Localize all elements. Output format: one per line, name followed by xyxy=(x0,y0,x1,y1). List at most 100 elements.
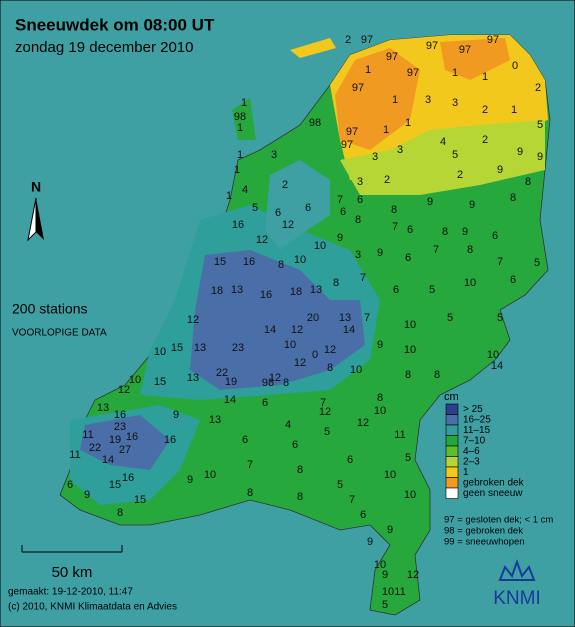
station-value: 9 xyxy=(537,151,543,163)
station-value: 19 xyxy=(109,434,121,446)
station-value: 9 xyxy=(337,232,343,244)
station-value: 11 xyxy=(394,586,405,598)
region-blue-south xyxy=(80,415,170,470)
station-value: 23 xyxy=(114,421,126,433)
station-value: 97 xyxy=(361,34,373,46)
station-value: 6 xyxy=(305,202,311,214)
station-value: 7 xyxy=(349,494,355,506)
station-value: 10 xyxy=(487,349,499,361)
station-value: 5 xyxy=(497,312,503,324)
station-value: 6 xyxy=(492,230,498,242)
station-value: 97 xyxy=(407,67,419,79)
station-value: 6 xyxy=(405,252,411,264)
station-value: 5 xyxy=(447,312,453,324)
station-value: 6 xyxy=(275,207,281,219)
status: VOORLOPIGE DATA xyxy=(12,328,107,339)
made: gemaakt: 19-12-2010, 11:47 xyxy=(8,587,133,598)
station-value: 98 xyxy=(262,377,274,389)
station-value: 8 xyxy=(377,392,383,404)
station-value: 11 xyxy=(394,429,405,441)
station-value: 16 xyxy=(126,431,138,443)
copyright: (c) 2010, KNMI Klimaatdata en Advies xyxy=(8,602,177,613)
station-value: 10 xyxy=(374,559,386,571)
legend-label: gebroken dek xyxy=(463,478,525,489)
station-value: 2 xyxy=(282,179,288,191)
scale-label: 50 km xyxy=(52,564,93,581)
station-value: 1 xyxy=(237,122,243,134)
station-value: 9 xyxy=(469,199,475,211)
station-value: 18 xyxy=(211,285,223,297)
station-value: 12 xyxy=(118,384,130,396)
station-value: 8 xyxy=(467,244,473,256)
station-value: 7 xyxy=(433,244,439,256)
station-value: 20 xyxy=(307,312,319,324)
station-value: 13 xyxy=(310,284,322,296)
station-value: 10 xyxy=(404,489,416,501)
station-value: 12 xyxy=(291,324,303,336)
station-value: 15 xyxy=(109,479,121,491)
station-value: 3 xyxy=(355,249,361,261)
station-value: 9 xyxy=(382,569,388,581)
station-value: 12 xyxy=(282,219,294,231)
station-value: 5 xyxy=(452,149,458,161)
station-value: 3 xyxy=(397,144,403,156)
station-value: 98 xyxy=(234,111,246,123)
station-value: 12 xyxy=(324,344,336,356)
station-value: 12 xyxy=(357,417,369,429)
station-value: 6 xyxy=(393,284,399,296)
station-value: 7 xyxy=(320,397,326,409)
station-value: 6 xyxy=(67,479,73,491)
station-value: 6 xyxy=(347,454,353,466)
station-value: 98 xyxy=(309,117,321,129)
station-value: 8 xyxy=(510,192,516,204)
station-value: 4 xyxy=(440,136,446,148)
station-value: 14 xyxy=(264,324,276,336)
station-value: 6 xyxy=(262,397,268,409)
station-value: 3 xyxy=(452,97,458,109)
station-value: 13 xyxy=(194,342,206,354)
station-value: 14 xyxy=(102,454,114,466)
legend-label: 1 xyxy=(463,467,469,478)
station-value: 16 xyxy=(232,219,244,231)
station-value: 10 xyxy=(464,277,476,289)
station-value: 10 xyxy=(382,586,394,598)
station-value: 5 xyxy=(534,257,540,269)
station-value: 16 xyxy=(114,409,126,421)
station-value: 11 xyxy=(69,449,80,461)
station-value: 10 xyxy=(374,405,386,417)
station-value: 12 xyxy=(269,372,281,384)
station-value: 12 xyxy=(256,234,268,246)
north-arrow: N xyxy=(27,179,44,242)
station-value: 97 xyxy=(459,44,471,56)
station-value: 13 xyxy=(97,402,109,414)
north-label: N xyxy=(31,179,41,195)
legend-note: 98 = gebroken dek xyxy=(444,526,523,537)
station-value: 9 xyxy=(497,164,503,176)
station-value: 4 xyxy=(285,419,291,431)
legend-swatch xyxy=(445,424,459,436)
station-count: 200 stations xyxy=(12,301,88,317)
legend-note: 97 = gesloten dek; < 1 cm xyxy=(444,515,553,526)
station-value: 10 xyxy=(204,469,216,481)
wadden-island xyxy=(232,98,256,140)
station-value: 9 xyxy=(173,409,179,421)
station-value: 10 xyxy=(384,469,396,481)
station-value: 13 xyxy=(231,284,243,296)
station-value: 97 xyxy=(341,139,353,151)
legend-swatch xyxy=(445,414,459,426)
station-value: 1 xyxy=(237,149,243,161)
legend-note: 99 = sneeuwhopen xyxy=(444,537,525,548)
station-value: 10 xyxy=(314,240,326,252)
station-value: 3 xyxy=(372,151,378,163)
station-value: 12 xyxy=(187,314,199,326)
station-value: 6 xyxy=(407,224,413,236)
station-value: 5 xyxy=(429,284,435,296)
station-value: 10 xyxy=(129,374,141,386)
legend-label: 16–25 xyxy=(463,415,491,426)
station-value: 15 xyxy=(134,494,146,506)
station-value: 8 xyxy=(333,277,339,289)
legend-swatch xyxy=(445,487,459,499)
station-value: 22 xyxy=(89,442,101,454)
